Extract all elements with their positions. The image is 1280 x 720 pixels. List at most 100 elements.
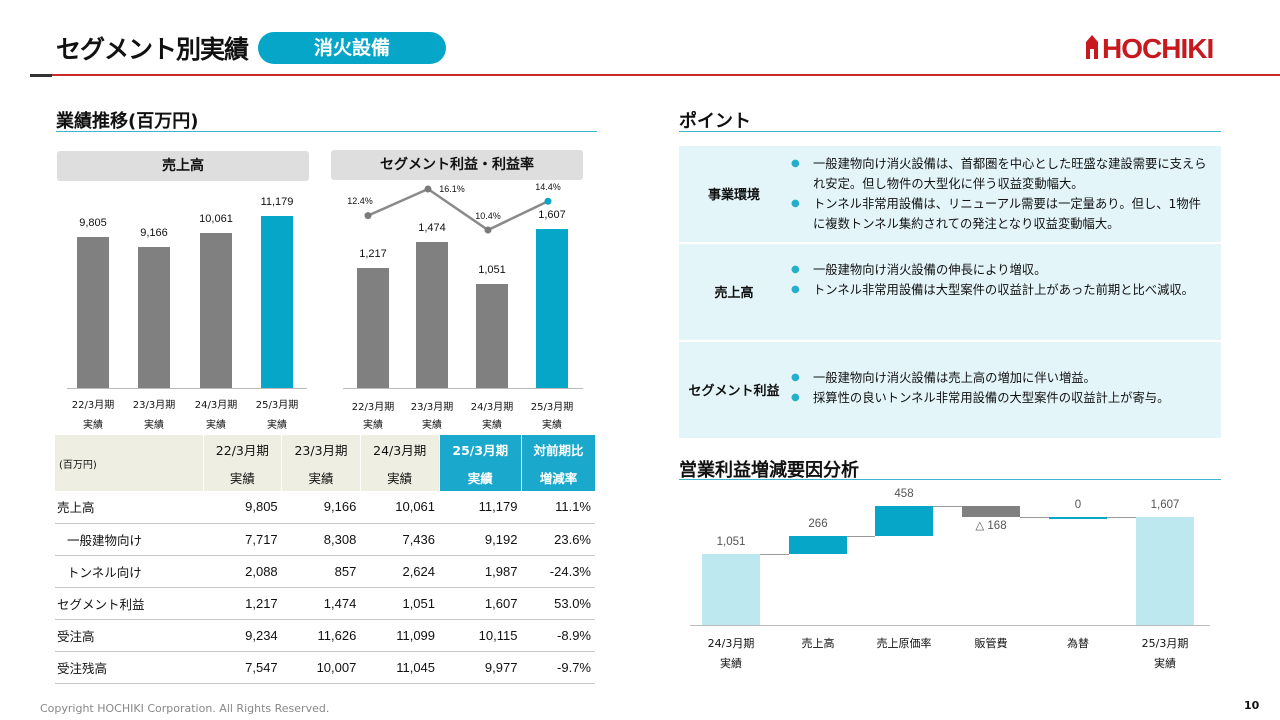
profit-bar [536,229,568,388]
bullet-icon: ● [791,158,800,169]
data-label: 1,474 [418,222,446,235]
margin-point [424,185,432,193]
axis-baseline [343,388,583,389]
profit-bar [476,284,508,388]
table-cell: 1,607 [439,587,522,620]
table-cell: 11,099 [360,619,440,652]
table-cell: 23.6% [521,523,595,556]
x-tick-label: 23/3月期 [410,402,454,413]
page-number: 10 [1244,699,1260,712]
margin-point [544,197,552,205]
table-row: トンネル向け 2,088 857 2,624 1,987 -24.3% [55,555,595,588]
table-header: 25/3月期 [438,435,522,463]
x-tick-label: 25/3月期 [1141,637,1189,650]
point-row-profit: セグメント利益 ● 一般建物向け消火設備は売上高の増加に伴い増益。 ● 採算性の良い… [679,342,1221,438]
table-cell: 10,061 [360,491,440,524]
row-label: 売上高 [55,491,203,524]
table-header: 対前期比 [520,435,595,463]
point-label: 事業環境 [707,188,760,203]
list-item: ● トンネル非常用設備は、リニューアル需要は一定量あり。但し、1物件に複数トンネル… [789,194,1213,234]
data-label: 266 [808,518,828,531]
x-tick-sublabel: 実績 [144,420,164,431]
connector-line [1020,517,1049,518]
list-item: ● 一般建物向け消火設備は売上高の増加に伴い増益。 [789,368,1213,388]
table-cell: 11,626 [281,619,361,652]
table-cell: 9,805 [203,491,282,524]
table-row: 受注残高 7,547 10,007 11,045 9,977 -9.7% [55,651,595,684]
margin-point [364,212,372,220]
table-cell: -24.3% [521,555,595,588]
x-tick-label: 実績 [1154,657,1176,670]
table-header: 24/3月期 [359,435,440,463]
x-tick-label: 23/3月期 [132,400,176,411]
sales-chart-label: 売上高 [57,151,309,181]
x-tick-sublabel: 実績 [363,420,383,431]
svg-text:HOCHIKI: HOCHIKI [1102,33,1213,61]
data-label: 1,051 [716,536,746,549]
bullet-icon: ● [791,284,800,295]
table-cell: 2,088 [203,555,282,588]
connector-line [760,554,789,556]
table-cell: 10,115 [439,619,522,652]
table-cell: 9,166 [281,491,361,524]
row-label: トンネル向け [55,555,203,588]
waterfall-bar [789,536,847,555]
margin-point [484,226,492,234]
waterfall-bar [962,505,1020,517]
point-row-sales: 売上高 ● 一般建物向け消火設備の伸長により増収。 ● トンネル非常用設備は大型案件… [679,244,1221,342]
list-item: ● 一般建物向け消火設備の伸長により増収。 [789,260,1213,280]
list-item: ● トンネル非常用設備は大型案件の収益計上があった前期と比べ減収。 [789,280,1213,300]
data-label: 458 [894,487,914,500]
table-cell: 7,547 [203,651,282,684]
profit-bar [416,242,448,388]
data-label: 1,607 [538,209,566,221]
table-cell: 857 [281,555,361,588]
table-row: 一般建物向け 7,717 8,308 7,436 9,192 23.6% [55,523,595,556]
table-cell: 1,217 [203,587,282,620]
table-row: 売上高 9,805 9,166 10,061 11,179 11.1% [55,491,595,524]
table-header: 実績 [359,463,440,491]
x-tick-sublabel: 実績 [206,420,226,431]
x-tick-label: 22/3月期 [71,400,115,411]
bullet-icon: ● [791,264,800,275]
table-row: 受注高 9,234 11,626 11,099 10,115 -8.9% [55,619,595,652]
table-row: セグメント利益 1,217 1,474 1,051 1,607 53.0% [55,587,595,620]
table-cell: 1,474 [281,587,361,620]
table-cell: 9,234 [203,619,282,652]
waterfall-bar [1136,517,1194,625]
sales-bar [77,237,109,388]
sales-bar [138,246,170,388]
sales-bar [200,233,232,388]
table-cell: 7,436 [360,523,440,556]
list-item: ● 一般建物向け消火設備は、首都圏を中心とした旺盛な建設需要に支えられ安定。但し物… [789,154,1213,194]
row-label: 受注残高 [55,651,203,684]
table-header: 実績 [281,463,361,491]
hochiki-logo: HOCHIKI [1086,33,1214,61]
axis-baseline [690,625,1210,626]
waterfall-bar [702,554,760,625]
row-label: 受注高 [55,619,203,652]
profit-chart-label: セグメント利益・利益率 [331,150,583,180]
table-unit: (百万円) [55,435,203,491]
point-label: 売上高 [714,286,754,301]
x-tick-sublabel: 実績 [482,420,502,431]
x-tick-label: 22/3月期 [351,402,395,413]
page-title: セグメント別実績 [56,35,249,64]
performance-heading: 業績推移(百万円) [56,111,199,132]
table-cell: 1,051 [360,587,440,620]
table-header: 増減率 [520,463,595,491]
x-tick-label: 24/3月期 [194,400,238,411]
data-label: 1,217 [359,247,387,260]
x-tick-label: 25/3月期 [255,400,299,411]
x-tick-label: 売上原価率 [876,637,932,650]
x-tick-sublabel: 実績 [542,420,562,431]
connector-line [847,536,875,538]
performance-heading-rule [56,131,597,132]
table-cell: 7,717 [203,523,282,556]
margin-label: 14.4% [535,182,561,192]
copyright: Copyright HOCHIKI Corporation. All Right… [40,702,330,715]
waterfall-bar [875,505,933,537]
data-label: 1,051 [478,264,506,276]
data-label: 10,061 [199,213,233,226]
